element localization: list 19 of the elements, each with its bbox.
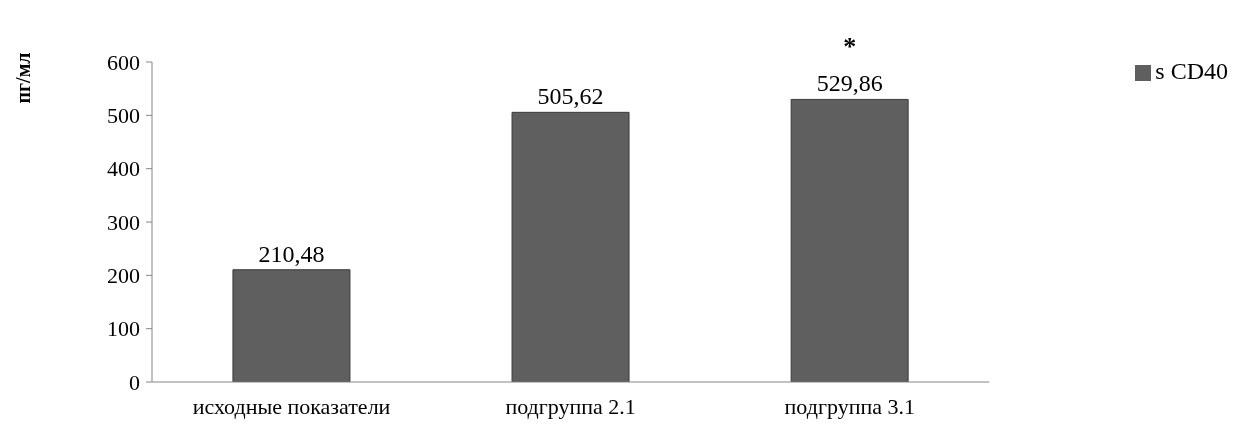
data-label: 210,48 (258, 240, 325, 267)
x-tick-label: подгруппа 3.1 (784, 393, 915, 419)
data-label: 529,86 (816, 70, 883, 97)
y-tick-label: 0 (129, 369, 140, 395)
bar (511, 111, 630, 382)
text: * (843, 32, 857, 62)
x-tick-label: подгруппа 2.1 (505, 393, 636, 419)
data-label: 505,62 (537, 83, 604, 110)
legend-label: s CD40 (1155, 58, 1228, 84)
y-tick-label: 200 (107, 263, 140, 289)
bar (232, 269, 351, 382)
y-tick-label: 500 (107, 103, 140, 129)
x-tick-label: исходные показатели (192, 393, 391, 419)
y-tick-label: 400 (107, 156, 140, 182)
y-tick-label: 100 (107, 316, 140, 342)
y-axis-title: пг/мл (12, 52, 34, 104)
y-tick-label: 300 (107, 209, 140, 235)
y-tick-label: 600 (107, 49, 140, 75)
bar (790, 98, 909, 382)
